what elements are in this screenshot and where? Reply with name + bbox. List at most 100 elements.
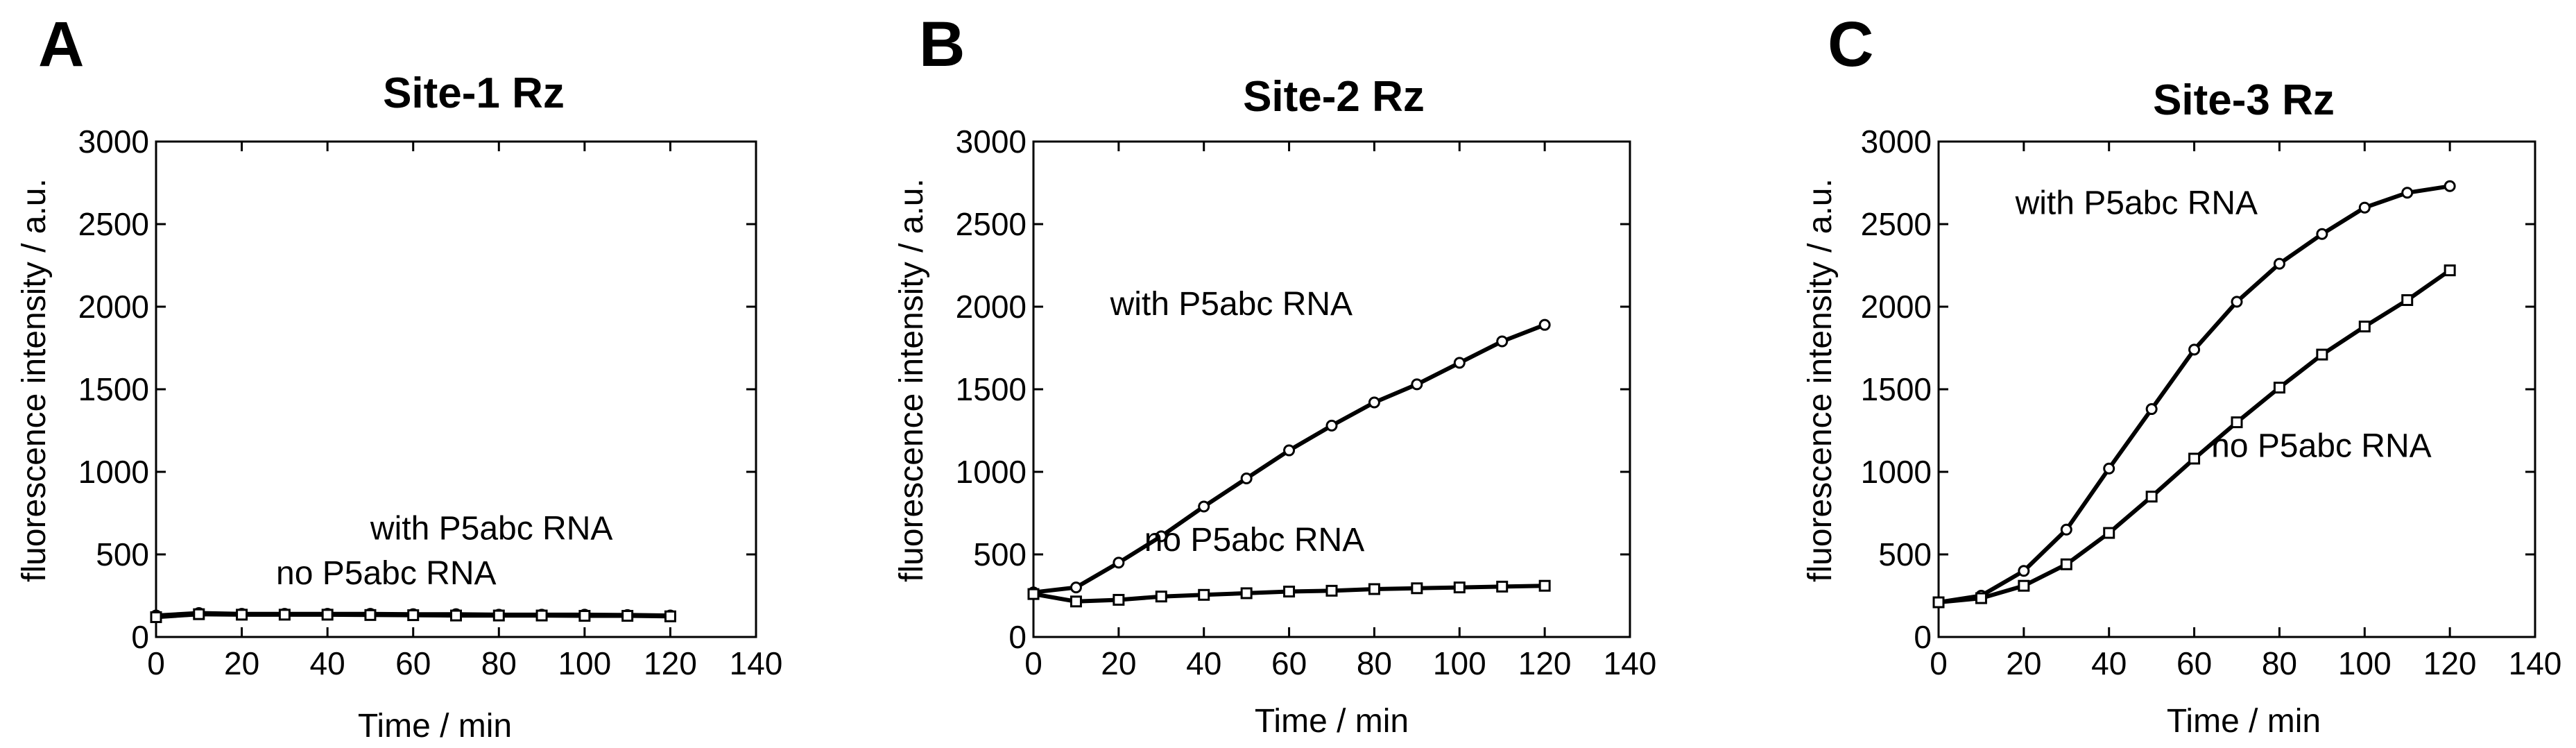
data-point-circle	[1453, 357, 1466, 369]
plot-area: 0 20 40 60 80 100 120 140 0 500 1000 1500 2000 2500 30…	[78, 124, 783, 681]
data-point-circle	[1411, 378, 1423, 391]
y-tick-label: 1000	[1861, 454, 1932, 490]
y-tick-label: 0	[131, 619, 149, 655]
x-tick-label: 120	[644, 645, 697, 681]
data-point-square	[1155, 590, 1167, 603]
data-point-square	[1368, 583, 1380, 595]
data-point-circle	[1325, 419, 1338, 432]
y-tick-label: 1500	[1861, 371, 1932, 407]
data-point-circle	[2316, 228, 2328, 240]
x-tick-label: 80	[1357, 645, 1392, 681]
data-point-square	[2273, 382, 2285, 394]
data-point-circle	[2018, 565, 2030, 577]
x-tick-label: 0	[1024, 645, 1042, 681]
data-point-square	[578, 610, 591, 622]
data-point-circle	[2273, 257, 2285, 270]
x-tick-label: 140	[730, 645, 783, 681]
series-annotation: with P5abc RNA	[1110, 286, 1353, 323]
data-point-square	[1240, 587, 1253, 600]
data-point-square	[278, 609, 291, 621]
x-tick-label: 140	[1604, 645, 1657, 681]
y-tick-label: 2000	[78, 289, 149, 325]
x-tick-label: 40	[310, 645, 345, 681]
x-axis-label: Time / min	[2167, 703, 2321, 740]
y-tick-label: 500	[96, 536, 149, 572]
data-point-square	[1538, 579, 1551, 592]
x-tick-label: 20	[2006, 645, 2041, 681]
data-point-square	[150, 611, 162, 623]
data-point-square	[1027, 588, 1040, 600]
y-axis-label: fluorescence intensity / a.u.	[1802, 178, 1839, 582]
data-point-square	[321, 609, 334, 621]
y-tick-label: 1000	[78, 454, 149, 490]
data-point-circle	[2358, 201, 2371, 214]
y-tick-label: 1000	[956, 454, 1027, 490]
x-tick-label: 80	[481, 645, 517, 681]
data-point-circle	[1155, 530, 1167, 543]
data-point-square	[2401, 294, 2414, 306]
series-annotation: no P5abc RNA	[1144, 522, 1365, 559]
y-tick-label: 2500	[1861, 206, 1932, 242]
data-point-square	[535, 609, 548, 622]
y-tick-label: 0	[1914, 619, 1932, 655]
data-point-square	[2145, 491, 2158, 503]
data-point-square	[492, 609, 505, 622]
chart-title: Site-1 Rz	[383, 69, 565, 117]
panel-letter: A	[38, 9, 84, 80]
data-point-square	[1975, 592, 1987, 604]
x-tick-label: 120	[2423, 645, 2477, 681]
data-point-square	[2231, 416, 2243, 429]
data-point-circle	[2060, 523, 2072, 536]
y-axis-label: fluorescence intensity / a.u.	[16, 178, 53, 582]
data-point-square	[621, 610, 634, 622]
data-point-square	[1283, 586, 1296, 598]
data-point-circle	[1198, 500, 1210, 513]
panel-letter: B	[919, 9, 965, 80]
data-point-circle	[1368, 396, 1380, 409]
y-tick-label: 500	[973, 536, 1027, 572]
data-point-square	[2316, 348, 2328, 361]
x-tick-label: 0	[147, 645, 165, 681]
data-point-circle	[2401, 187, 2414, 199]
y-tick-label: 0	[1008, 619, 1027, 655]
data-point-square	[364, 609, 377, 621]
data-point-square	[664, 610, 676, 622]
x-tick-label: 100	[2338, 645, 2392, 681]
data-point-circle	[1240, 473, 1253, 485]
x-axis-label: Time / min	[1255, 703, 1409, 740]
y-tick-label: 2000	[956, 289, 1027, 325]
x-tick-label: 40	[1186, 645, 1221, 681]
data-point-circle	[2188, 343, 2201, 356]
x-tick-label: 20	[224, 645, 259, 681]
data-point-square	[2103, 527, 2115, 539]
panel-letter: C	[1828, 9, 1873, 80]
y-tick-label: 500	[1878, 536, 1932, 572]
data-point-square	[2444, 264, 2456, 277]
data-point-square	[2018, 579, 2030, 592]
x-tick-label: 100	[1433, 645, 1486, 681]
data-point-circle	[1113, 556, 1125, 569]
x-tick-label: 80	[2262, 645, 2297, 681]
data-point-square	[2358, 321, 2371, 333]
x-tick-label: 40	[2091, 645, 2127, 681]
data-point-square	[2188, 452, 2201, 465]
data-point-square	[1932, 596, 1945, 609]
y-tick-label: 3000	[1861, 124, 1932, 160]
x-tick-label: 140	[2509, 645, 2562, 681]
x-tick-label: 60	[2176, 645, 2212, 681]
y-tick-label: 3000	[78, 124, 149, 160]
y-tick-label: 2500	[956, 206, 1027, 242]
x-tick-label: 0	[1930, 645, 1948, 681]
data-point-square	[1411, 582, 1423, 595]
series-annotation: with P5abc RNA	[370, 511, 612, 547]
x-tick-label: 120	[1518, 645, 1572, 681]
data-point-square	[1496, 580, 1509, 593]
data-point-square	[1453, 581, 1466, 594]
x-tick-label: 20	[1101, 645, 1136, 681]
plot-area: 0 20 40 60 80 100 120 140 0 500 1000 1500 2000 2500 30…	[956, 124, 1657, 681]
data-point-square	[236, 609, 248, 621]
plot-area: 0 20 40 60 80 100 120 140 0 500 1000 1500 2000 2500 30…	[1861, 124, 2562, 681]
x-tick-label: 60	[1271, 645, 1307, 681]
y-tick-label: 1500	[956, 371, 1027, 407]
